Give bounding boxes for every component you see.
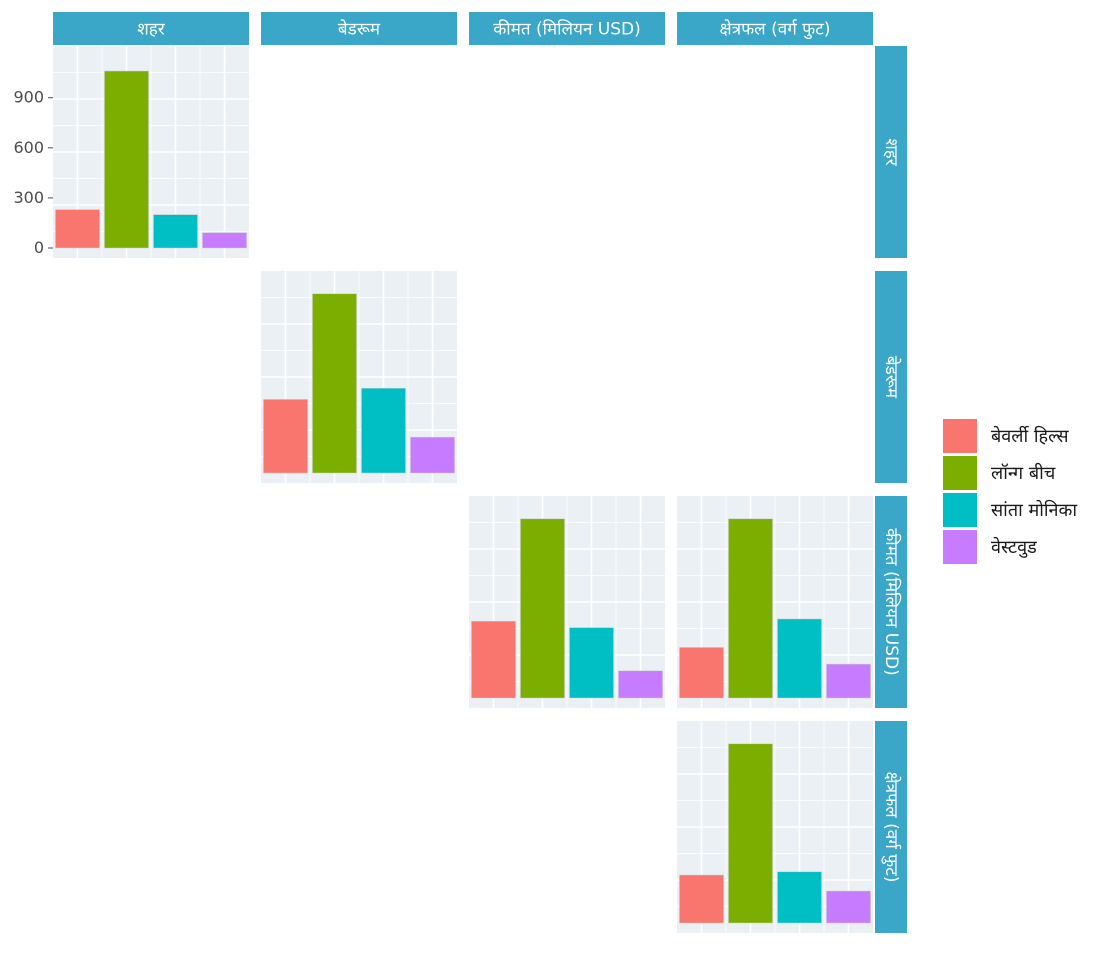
bar-3	[361, 387, 406, 474]
strip-right-label-2: बेडरूम	[881, 356, 902, 399]
bar-1	[471, 620, 516, 699]
bar-4	[202, 232, 247, 249]
strip-layer: शहर बेडरूम कीमत (मिलियन USD) क्षेत्रफल (वर्…	[53, 12, 907, 933]
legend-key-4	[943, 530, 977, 564]
strip-right-2	[875, 271, 907, 483]
bar-2	[104, 70, 149, 249]
bar-2	[312, 293, 357, 474]
bar-4	[410, 436, 455, 474]
panel-3-3	[469, 496, 665, 708]
bar-2	[728, 518, 773, 699]
strip-top-label-4: क्षेत्रफल (वर्ग फुट)	[720, 19, 831, 40]
y-tick-label: 900	[13, 88, 44, 107]
legend-label-1: बेवर्ली हिल्स	[991, 425, 1069, 447]
bar-4	[826, 663, 871, 699]
strip-right-4	[875, 721, 907, 933]
bar-3	[569, 627, 614, 699]
legend-key-1	[943, 419, 977, 453]
bar-1	[263, 399, 308, 474]
legend-label-3: सांता मोनिका	[991, 499, 1077, 521]
legend: बेवर्ली हिल्स लॉन्ग बीच सांता मोनिका वेस्टव…	[943, 419, 1077, 564]
bar-2	[520, 518, 565, 699]
strip-top-2	[261, 12, 457, 45]
legend-key-2	[943, 456, 977, 490]
bar-2	[728, 743, 773, 924]
bar-1	[55, 209, 100, 249]
panel-4-4	[677, 721, 873, 933]
strip-top-label-2: बेडरूम	[338, 19, 381, 40]
strip-right-label-3: कीमत (मिलियन USD)	[881, 528, 902, 676]
strip-top-label-1: शहर	[137, 20, 166, 40]
panel-2-2	[261, 271, 457, 483]
bar-3	[777, 871, 822, 924]
legend-key-3	[943, 493, 977, 527]
strip-top-3	[469, 12, 665, 45]
panel-3-4	[677, 496, 873, 708]
strip-right-label-1: शहर	[881, 138, 901, 167]
y-tick-label: 600	[13, 138, 44, 157]
bar-4	[618, 670, 663, 699]
strip-top-label-3: कीमत (मिलियन USD)	[493, 19, 641, 40]
strip-right-1	[875, 46, 907, 258]
legend-label-4: वेस्टवुड	[991, 536, 1037, 558]
strip-right-3	[875, 496, 907, 708]
panel-layer	[53, 46, 873, 933]
y-tick-label: 300	[13, 188, 44, 207]
strip-right-label-4: क्षेत्रफल (वर्ग फुट)	[881, 772, 902, 883]
bar-1	[679, 874, 724, 924]
y-axis-layer: 0 300 600 900	[13, 88, 53, 257]
strip-top-4	[677, 12, 873, 45]
bar-3	[153, 214, 198, 249]
bar-4	[826, 890, 871, 924]
bar-3	[777, 618, 822, 699]
strip-top-1	[53, 12, 249, 45]
panel-1-1	[53, 46, 249, 258]
y-tick-label: 0	[34, 238, 44, 257]
bar-1	[679, 647, 724, 699]
legend-label-2: लॉन्ग बीच	[991, 462, 1056, 484]
